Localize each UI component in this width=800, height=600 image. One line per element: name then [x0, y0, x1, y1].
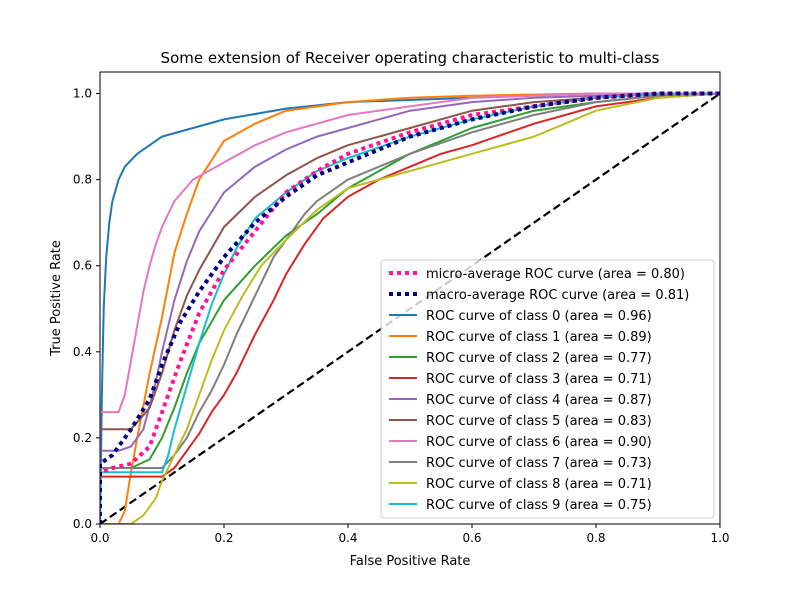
legend-label-11: ROC curve of class 9 (area = 0.75)	[426, 498, 652, 513]
x-tick-label: 0.0	[90, 531, 109, 545]
legend-label-4: ROC curve of class 2 (area = 0.77)	[426, 351, 652, 366]
x-tick-label: 1.0	[710, 531, 729, 545]
series-line-4	[100, 92, 720, 524]
x-axis-label: False Positive Rate	[350, 554, 471, 569]
legend: micro-average ROC curve (area = 0.80) mac…	[380, 259, 715, 519]
y-tick-label: 0.4	[73, 345, 92, 359]
series-line-1	[100, 91, 720, 524]
x-tick-label: 0.4	[338, 531, 357, 545]
series-line-9	[100, 92, 720, 524]
legend-label-10: ROC curve of class 8 (area = 0.71)	[426, 477, 652, 492]
x-tick-label: 0.6	[462, 531, 481, 545]
y-axis-label: True Positive Rate	[49, 240, 64, 357]
legend-label-9: ROC curve of class 7 (area = 0.73)	[426, 456, 652, 471]
chart-title: Some extension of Receiver operating cha…	[161, 49, 660, 67]
legend-label-3: ROC curve of class 1 (area = 0.89)	[426, 330, 652, 345]
series-line-7	[100, 92, 720, 524]
legend-label-7: ROC curve of class 5 (area = 0.83)	[426, 414, 652, 429]
legend-label-8: ROC curve of class 6 (area = 0.90)	[426, 435, 652, 450]
legend-label-6: ROC curve of class 4 (area = 0.87)	[426, 393, 652, 408]
series-line-5	[100, 92, 720, 524]
legend-label-1: macro-average ROC curve (area = 0.81)	[426, 288, 689, 303]
plot-frame	[99, 71, 721, 525]
y-tick-label: 1.0	[73, 87, 92, 101]
series-line-3	[100, 92, 720, 524]
x-axis: 0.0 0.2 0.4 0.6 0.8 1.0	[90, 524, 730, 545]
legend-label-2: ROC curve of class 0 (area = 0.96)	[426, 309, 652, 324]
legend-box	[380, 259, 715, 519]
y-axis: 0.0 0.2 0.4 0.6 0.8 1.0	[73, 87, 100, 531]
legend-label-5: ROC curve of class 3 (area = 0.71)	[426, 372, 652, 387]
x-tick-label: 0.2	[214, 531, 233, 545]
y-tick-label: 0.6	[73, 259, 92, 273]
series-line-10	[100, 92, 720, 524]
legend-label-0: micro-average ROC curve (area = 0.80)	[426, 267, 685, 282]
x-tick-label: 0.8	[586, 531, 605, 545]
y-tick-label: 0.0	[73, 517, 92, 531]
series-line-6	[100, 92, 720, 524]
series-layer	[100, 91, 720, 524]
y-tick-label: 0.2	[73, 431, 92, 445]
y-tick-label: 0.8	[73, 173, 92, 187]
series-line-8	[100, 92, 720, 524]
